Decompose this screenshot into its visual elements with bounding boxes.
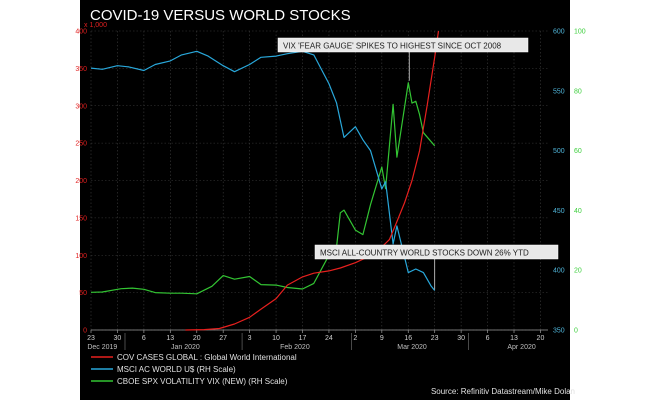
msci-axis-tick-label: 600 (553, 29, 565, 36)
x-tick-label: 17 (299, 335, 307, 342)
msci-axis-tick-label: 400 (553, 268, 565, 275)
legend-label-0: COV CASES GLOBAL : Global World Internat… (117, 353, 297, 362)
legend-label-1: MSCI AC WORLD U$ (RH Scale) (117, 365, 236, 374)
x-tick-label: 2 (353, 335, 357, 342)
left-axis-tick-label: 0 (83, 328, 87, 335)
month-label: Apr 2020 (507, 344, 536, 351)
msci-axis-tick-label: 500 (553, 148, 565, 155)
x-tick-label: 30 (457, 335, 465, 342)
x-tick-label: 30 (114, 335, 122, 342)
x-tick-label: 3 (248, 335, 252, 342)
x-tick-label: 16 (404, 335, 412, 342)
chart-panel (80, 0, 570, 400)
legend-label-2: CBOE SPX VOLATILITY VIX (NEW) (RH Scale) (117, 377, 288, 386)
series-line-0 (185, 30, 440, 331)
left-axis-tick-label: 150 (75, 215, 87, 222)
x-tick-label: 24 (325, 335, 333, 342)
x-tick-label: 23 (431, 335, 439, 342)
x-tick-label: 13 (166, 335, 174, 342)
vix-axis-tick-label: 20 (574, 268, 582, 275)
x-tick-label: 10 (272, 335, 280, 342)
x-tick-label: 23 (87, 335, 95, 342)
left-axis-tick-label: 50 (79, 290, 87, 297)
vix-axis-tick-label: 80 (574, 88, 582, 95)
vix-axis-tick-label: 40 (574, 208, 582, 215)
month-label: Feb 2020 (280, 344, 310, 351)
vix-axis-tick-label: 0 (574, 328, 578, 335)
x-tick-label: 9 (380, 335, 384, 342)
x-tick-label: 20 (193, 335, 201, 342)
left-axis-tick-label: 200 (75, 178, 87, 185)
axes: 23 30 6 13 20 27 3 10 17 24 2 9 16 23 30 6 13 20 Dec 2019 J… (75, 29, 585, 352)
annotation-box-vix (277, 37, 529, 53)
series-line-2 (90, 82, 436, 295)
month-label: Dec 2019 (87, 344, 117, 351)
left-axis-tick-label: 250 (75, 141, 87, 148)
gridlines (90, 30, 548, 331)
series-layer (90, 30, 440, 331)
legend: COV CASES GLOBAL : Global World Internat… (91, 353, 297, 386)
msci-axis-tick-label: 450 (553, 208, 565, 215)
left-axis-tick-label: 300 (75, 103, 87, 110)
annotation-layer: VIX 'FEAR GAUGE' SPIKES TO HIGHEST SINCE… (277, 37, 559, 290)
x-tick-label: 6 (142, 335, 146, 342)
left-axis-unit-label: x 1,000 (84, 22, 107, 29)
month-label: Jan 2020 (171, 344, 200, 351)
x-tick-label: 13 (510, 335, 518, 342)
source-note: Source: Refinitiv Datastream/Mike Dolan (431, 387, 575, 396)
vix-axis-tick-label: 60 (574, 148, 582, 155)
annotation-text-msci: MSCI ALL-COUNTRY WORLD STOCKS DOWN 26% Y… (320, 249, 529, 258)
left-axis-tick-label: 400 (75, 29, 87, 36)
x-tick-label: 6 (486, 335, 490, 342)
msci-axis-tick-label: 350 (553, 328, 565, 335)
left-axis-tick-label: 350 (75, 66, 87, 73)
msci-axis-tick-label: 550 (553, 88, 565, 95)
x-tick-label: 27 (219, 335, 227, 342)
left-axis-tick-label: 100 (75, 253, 87, 260)
x-tick-label: 20 (537, 335, 545, 342)
annotation-text-vix: VIX 'FEAR GAUGE' SPIKES TO HIGHEST SINCE… (283, 42, 502, 51)
annotation-box-msci (314, 244, 559, 260)
chart-title: COVID-19 VERSUS WORLD STOCKS (90, 7, 351, 24)
vix-axis-tick-label: 100 (574, 29, 586, 36)
month-label: Mar 2020 (397, 344, 427, 351)
